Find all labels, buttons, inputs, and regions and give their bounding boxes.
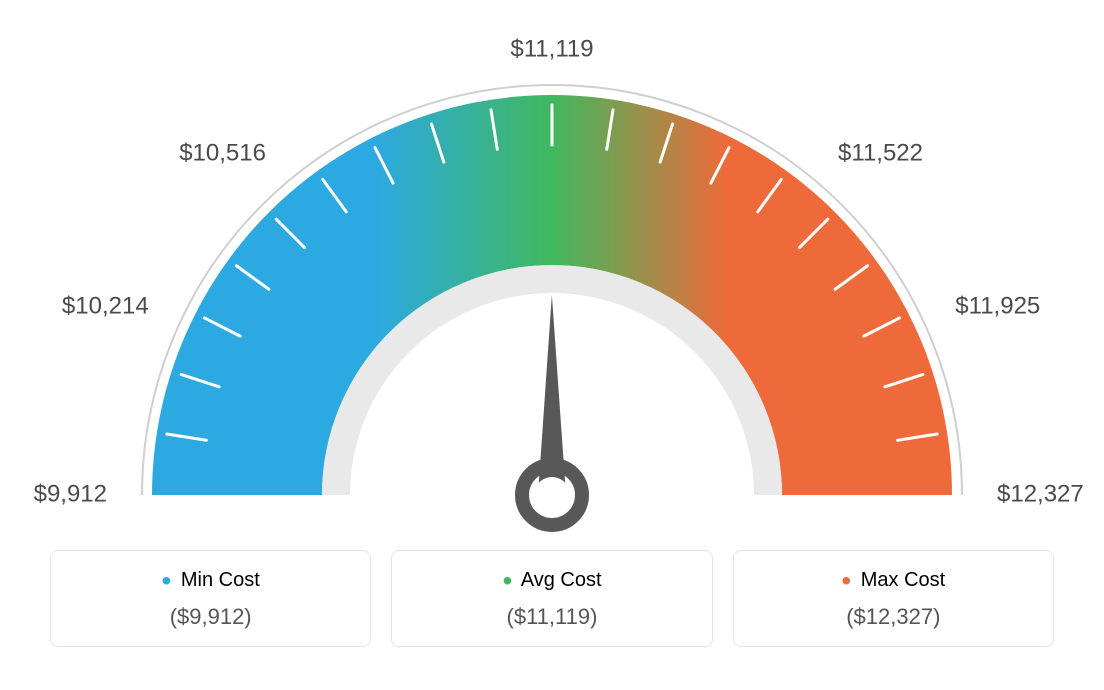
bullet-icon: • bbox=[502, 565, 512, 596]
max-cost-value: ($12,327) bbox=[754, 604, 1033, 630]
bullet-icon: • bbox=[162, 565, 172, 596]
min-cost-label: Min Cost bbox=[181, 569, 260, 591]
svg-text:$11,119: $11,119 bbox=[510, 35, 593, 62]
max-cost-card: • Max Cost ($12,327) bbox=[733, 550, 1054, 647]
summary-cards: • Min Cost ($9,912) • Avg Cost ($11,119)… bbox=[20, 550, 1084, 647]
gauge-svg: $9,912 $10,214 $10,516 $11,119 $11,522 $11,92… bbox=[20, 20, 1084, 540]
svg-text:$9,912: $9,912 bbox=[34, 480, 107, 507]
max-cost-label: Max Cost bbox=[861, 569, 945, 591]
max-cost-title: • Max Cost bbox=[754, 569, 1033, 592]
min-cost-value: ($9,912) bbox=[71, 604, 350, 630]
bullet-icon: • bbox=[841, 565, 851, 596]
svg-text:$10,516: $10,516 bbox=[179, 139, 266, 166]
svg-text:$11,522: $11,522 bbox=[838, 139, 923, 166]
avg-cost-label: Avg Cost bbox=[521, 569, 602, 591]
avg-cost-title: • Avg Cost bbox=[412, 569, 691, 592]
min-cost-card: • Min Cost ($9,912) bbox=[50, 550, 371, 647]
avg-cost-value: ($11,119) bbox=[412, 604, 691, 630]
svg-text:$12,327: $12,327 bbox=[997, 480, 1084, 507]
avg-cost-card: • Avg Cost ($11,119) bbox=[391, 550, 712, 647]
svg-text:$11,925: $11,925 bbox=[955, 292, 1040, 319]
cost-gauge: $9,912 $10,214 $10,516 $11,119 $11,522 $11,92… bbox=[20, 20, 1084, 540]
min-cost-title: • Min Cost bbox=[71, 569, 350, 592]
svg-text:$10,214: $10,214 bbox=[62, 292, 149, 319]
